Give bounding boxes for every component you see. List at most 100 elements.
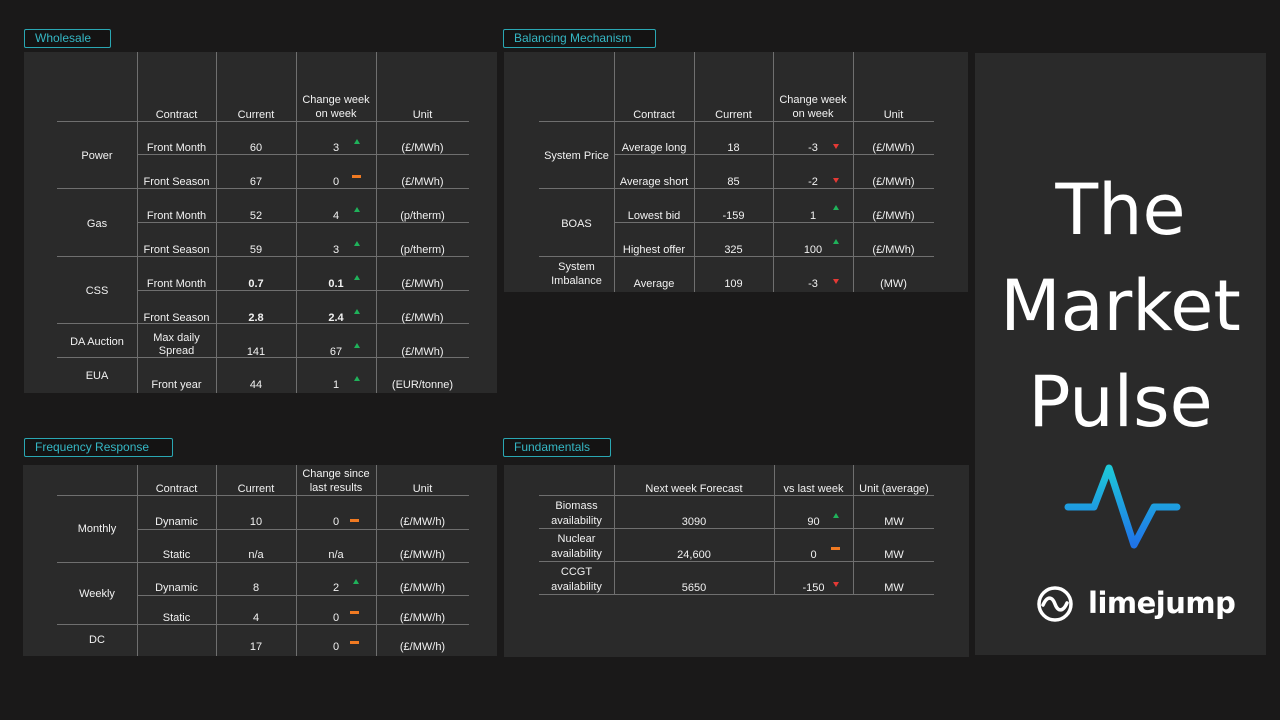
row-divider <box>539 528 934 529</box>
trend-up-icon <box>833 513 839 518</box>
row-divider <box>57 495 469 496</box>
contract-cell: Dynamic <box>155 582 198 594</box>
row-divider <box>137 154 469 155</box>
group-label: DA Auction <box>70 336 124 348</box>
contract-cell: Front year <box>151 379 202 391</box>
contract-cell: Front Season <box>143 312 210 324</box>
trend-flat-icon <box>350 611 359 614</box>
row-divider <box>614 154 934 155</box>
row-divider <box>614 222 934 223</box>
row-divider <box>539 495 934 496</box>
fuel-label: CCGT <box>560 566 593 578</box>
row-divider <box>539 594 934 595</box>
current-cell: 44 <box>249 379 263 391</box>
unit-cell: MW <box>884 516 904 528</box>
current-cell: 2.8 <box>248 312 264 324</box>
column-divider <box>614 465 615 595</box>
contract-cell: Max daily <box>153 332 200 344</box>
trend-down-icon <box>833 178 839 183</box>
row-divider <box>57 323 469 324</box>
header-current: Current <box>715 109 752 121</box>
current-cell: 8 <box>252 582 260 594</box>
current-cell: 67 <box>249 176 263 188</box>
contract-cell: Average long <box>621 142 687 154</box>
column-divider <box>296 465 297 656</box>
contract-cell: Static <box>162 612 191 624</box>
row-divider <box>539 256 934 257</box>
balancing-section-label: Balancing Mechanism <box>503 29 656 48</box>
unit-cell: MW <box>884 582 904 594</box>
title-line: The <box>1055 169 1186 251</box>
trend-up-icon <box>354 275 360 280</box>
wholesale-panel: Contract Current Change week on week Uni… <box>24 52 497 393</box>
group-label: EUA <box>85 370 109 382</box>
change-cell: -3 <box>808 142 818 154</box>
header-change: on week <box>792 108 834 120</box>
trend-up-icon <box>354 139 360 144</box>
group-label: System <box>558 261 595 273</box>
contract-cell: Front Month <box>146 210 207 222</box>
fundamentals-section-label: Fundamentals <box>503 438 611 457</box>
header-unit: Unit (average) <box>859 483 929 495</box>
trend-up-icon <box>833 205 839 210</box>
change-cell: 3 <box>332 142 340 154</box>
trend-down-icon <box>833 279 839 284</box>
unit-cell: (£/MWh) <box>401 176 444 188</box>
limejump-brand-text: limejump <box>1088 586 1236 620</box>
unit-cell: (£/MW/h) <box>399 549 446 561</box>
row-divider <box>137 529 469 530</box>
contract-cell: Front Season <box>143 244 210 256</box>
trend-up-icon <box>354 309 360 314</box>
wholesale-section-label: Wholesale <box>24 29 111 48</box>
current-cell: 60 <box>249 142 263 154</box>
change-cell: n/a <box>328 549 344 561</box>
group-label: CSS <box>85 285 109 297</box>
unit-cell: (p/therm) <box>400 244 445 256</box>
row-divider <box>137 290 469 291</box>
group-label: Monthly <box>77 523 117 535</box>
header-forecast: Next week Forecast <box>645 483 743 495</box>
contract-cell: Average <box>633 278 675 290</box>
current-cell: 59 <box>249 244 263 256</box>
current-cell: 109 <box>724 278 743 290</box>
fuel-label: availability <box>551 581 602 593</box>
header-current: Current <box>237 109 275 121</box>
change-cell: 1 <box>332 379 340 391</box>
current-cell: 17 <box>249 641 263 653</box>
header-change: Change week <box>779 94 847 106</box>
trend-flat-icon <box>831 547 840 550</box>
forecast-cell: 3090 <box>681 516 707 528</box>
unit-cell: (£/MWh) <box>872 142 915 154</box>
column-divider <box>853 52 854 292</box>
current-cell: 4 <box>252 612 260 624</box>
title-line: Market <box>1000 265 1241 347</box>
contract-cell: Static <box>162 549 191 561</box>
title-panel: The Market Pulse <box>975 53 1266 655</box>
header-contract: Contract <box>155 109 198 121</box>
change-cell: 100 <box>803 244 823 256</box>
row-divider <box>57 188 469 189</box>
frequency-panel: Contract Current Change since last resul… <box>23 465 497 656</box>
header-change: last results <box>309 482 363 494</box>
change-cell: 0 <box>332 612 340 624</box>
group-label: Imbalance <box>551 275 602 287</box>
change-cell: 0 <box>332 516 340 528</box>
limejump-logo-icon <box>1037 586 1073 622</box>
change-cell: -2 <box>808 176 818 188</box>
current-cell: 10 <box>249 516 263 528</box>
column-divider <box>774 465 775 595</box>
unit-cell: (£/MWh) <box>872 210 915 222</box>
column-divider <box>137 465 138 656</box>
row-divider <box>539 121 934 122</box>
trend-up-icon <box>353 579 359 584</box>
unit-cell: (EUR/tonne) <box>391 379 454 391</box>
contract-cell: Front Season <box>143 176 210 188</box>
fuel-label: Nuclear <box>557 533 596 545</box>
unit-cell: (£/MWh) <box>401 346 444 358</box>
row-divider <box>57 256 469 257</box>
header-vs-last-week: vs last week <box>783 483 844 495</box>
row-divider <box>137 222 469 223</box>
change-cell: -3 <box>808 278 818 290</box>
unit-cell: (£/MWh) <box>401 312 444 324</box>
group-label: Power <box>81 150 113 162</box>
